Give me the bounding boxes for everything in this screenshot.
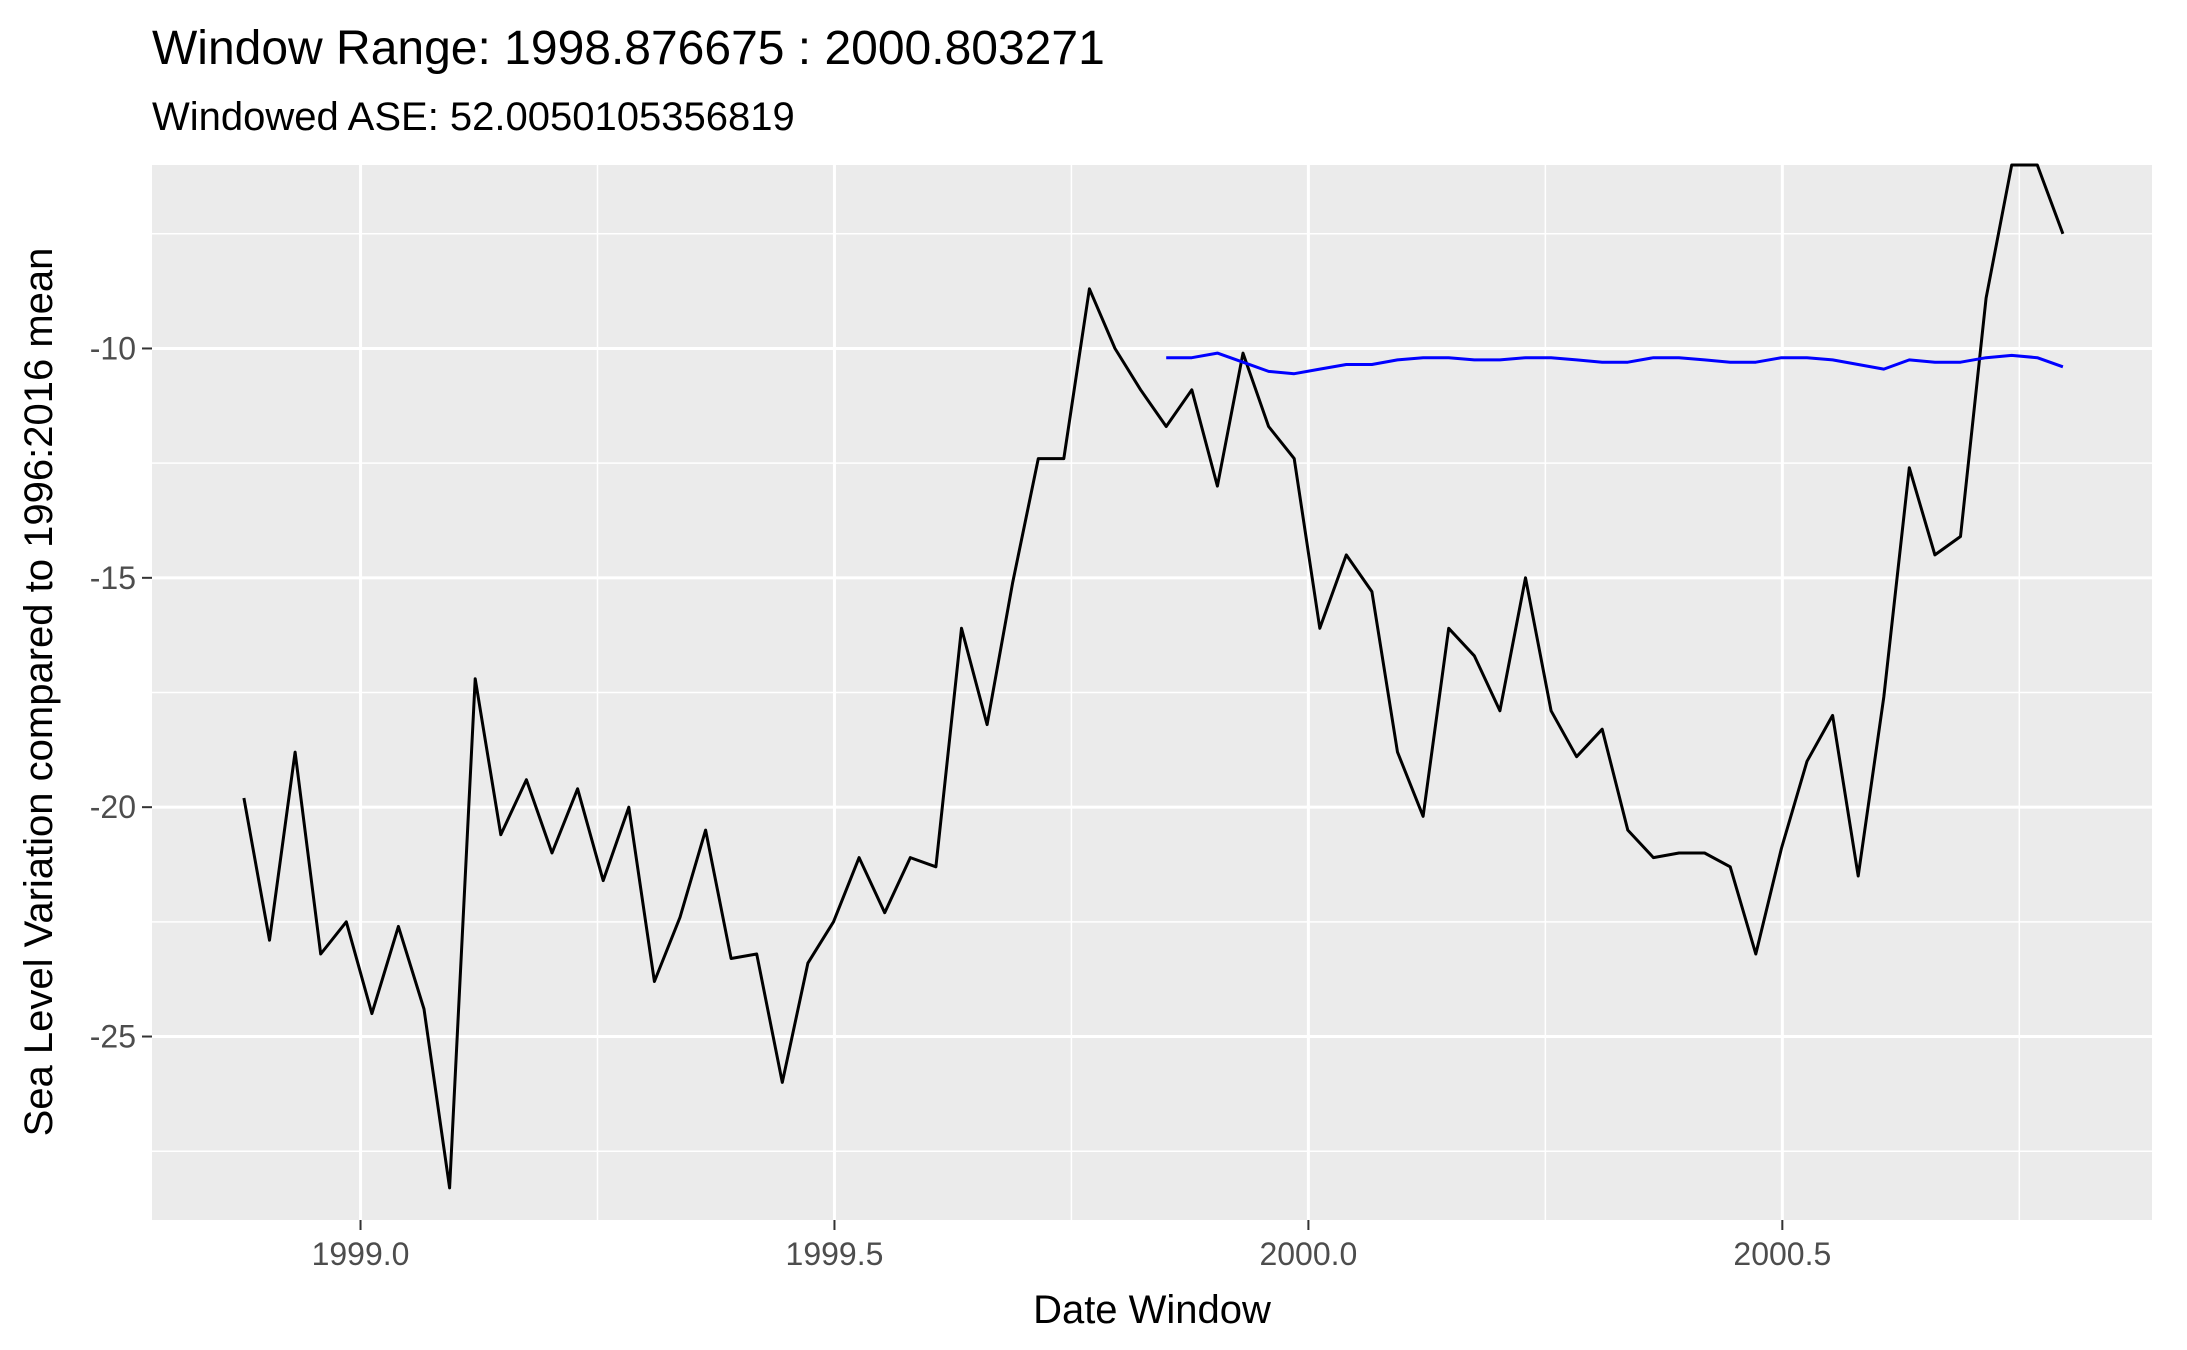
minor-grid (152, 165, 2152, 1220)
y-axis-title: Sea Level Variation compared to 1996:201… (17, 248, 61, 1137)
x-tick-label: 1999.5 (786, 1236, 884, 1272)
x-tick-label: 2000.0 (1259, 1236, 1357, 1272)
x-tick-label: 2000.5 (1733, 1236, 1831, 1272)
y-tick-label: -10 (90, 330, 136, 366)
y-tick-label: -15 (90, 560, 136, 596)
chart-title: Window Range: 1998.876675 : 2000.803271 (152, 22, 1105, 75)
x-tick-label: 1999.0 (312, 1236, 410, 1272)
y-axis: -25 -20 -15 -10 (90, 330, 152, 1055)
y-tick-label: -25 (90, 1019, 136, 1055)
major-grid (152, 165, 2152, 1220)
series-line-1 (242, 163, 2065, 1190)
x-axis-title: Date Window (1033, 1288, 1271, 1332)
series-layer (242, 163, 2065, 1190)
series-line-2 (1166, 351, 2064, 376)
x-axis: 1999.0 1999.5 2000.0 2000.5 (312, 1220, 1831, 1272)
chart-subtitle: Windowed ASE: 52.0050105356819 (152, 95, 795, 139)
y-tick-label: -20 (90, 789, 136, 825)
